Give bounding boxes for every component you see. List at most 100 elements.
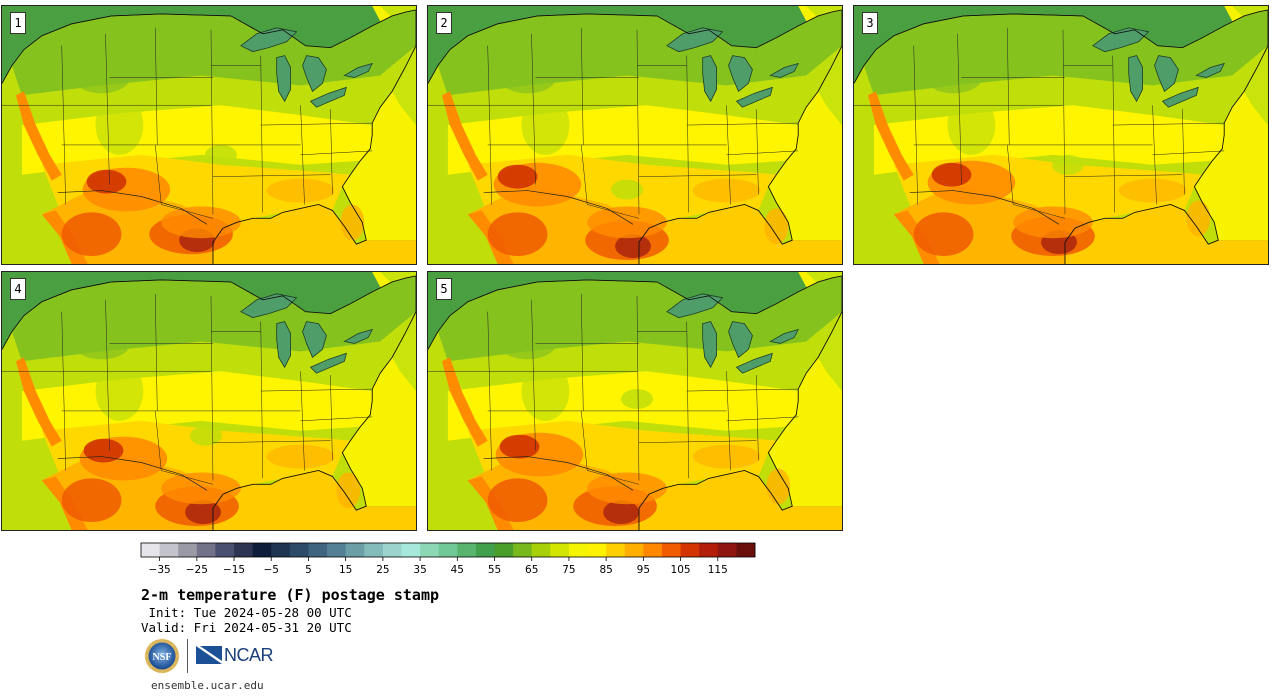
atlantic-ocean	[1194, 6, 1268, 241]
northern-rockies-cool	[71, 57, 132, 94]
gulf-of-mexico	[638, 470, 842, 530]
colorbar-swatch	[736, 543, 756, 557]
colorbar-tick-label: 75	[562, 564, 575, 576]
state-boundary	[260, 388, 373, 392]
colorbar-swatch	[661, 543, 681, 557]
state-boundary	[686, 388, 799, 392]
state-boundary	[1013, 204, 1066, 219]
colorbar-swatch	[234, 543, 254, 557]
colorbar-swatch	[587, 543, 607, 557]
gulf-coast-warm	[1118, 178, 1187, 203]
state-boundary	[686, 321, 689, 479]
temperature-map	[2, 6, 416, 264]
colorbar-tick-label: 5	[305, 564, 312, 576]
mexico-border	[57, 456, 208, 491]
great-lake	[728, 321, 753, 358]
state-boundary	[300, 416, 373, 422]
great-lake	[302, 321, 327, 358]
california-valley	[15, 91, 62, 181]
atlantic-ocean-north	[380, 272, 416, 392]
great-lake	[276, 321, 292, 369]
state-boundary	[210, 29, 214, 215]
coastline	[2, 9, 416, 264]
colorbar-swatch	[215, 543, 235, 557]
map-panel-5: 5	[427, 271, 843, 531]
colorbar-tick-label: 85	[599, 564, 612, 576]
cool-spot	[190, 425, 222, 446]
state-boundary	[638, 174, 757, 177]
panel-label: 2	[436, 12, 452, 34]
southwest-hot-core	[86, 169, 127, 194]
northern-rockies-cool	[497, 323, 558, 360]
gulf-of-mexico	[212, 204, 416, 264]
gulf-of-mexico	[638, 204, 842, 264]
nsf-logo-text: NSF	[153, 652, 172, 663]
atlantic-ocean-north	[1232, 6, 1268, 126]
colorbar-swatch	[643, 543, 663, 557]
temperature-colorbar: −35 −25 −15 −5 5 15 25 35 45 55 65 75 85 95 105 115	[140, 542, 756, 576]
florida-warm-core	[340, 204, 365, 241]
colorbar-tick-label: 35	[413, 564, 426, 576]
sierra-madre-warm	[913, 212, 974, 257]
temperature-map	[2, 272, 416, 530]
state-boundary	[581, 293, 584, 411]
sierra-madre-warm	[61, 478, 122, 523]
state-boundary	[638, 440, 757, 443]
temperature-map	[854, 6, 1268, 264]
florida-warm-core	[336, 472, 361, 509]
california-valley	[867, 91, 914, 181]
state-boundary	[756, 109, 759, 195]
colorbar-swatch	[680, 543, 700, 557]
colorbar-swatch	[401, 543, 421, 557]
colorbar-swatch	[159, 543, 179, 557]
southwest-hot-core	[83, 438, 124, 463]
state-boundary	[161, 204, 214, 219]
state-boundary	[581, 410, 588, 471]
gulf-coast-warm	[266, 444, 335, 469]
colorbar-swatch	[550, 543, 570, 557]
state-boundary	[155, 293, 158, 411]
great-lake	[769, 62, 799, 78]
great-lake	[735, 86, 773, 108]
state-boundary	[756, 375, 759, 461]
mexico-border	[909, 190, 1060, 225]
state-boundary	[260, 321, 263, 479]
colorbar-swatch	[178, 543, 198, 557]
colorbar-frame	[140, 542, 756, 558]
state-boundary	[330, 109, 333, 195]
state-boundary	[105, 299, 110, 451]
great-lake	[702, 321, 718, 369]
temperature-map	[428, 6, 842, 264]
state-boundary	[957, 33, 962, 185]
sierra-madre-warm	[61, 212, 122, 257]
coastline	[428, 9, 842, 264]
state-boundary	[726, 150, 799, 156]
sierra-madre-warm	[487, 212, 548, 257]
colorbar-swatch	[475, 543, 495, 557]
state-boundary	[260, 55, 263, 213]
southwest-hot-core	[497, 164, 538, 189]
nsf-logo-icon: NSF	[144, 638, 180, 674]
valid-time: Valid: Fri 2024-05-31 20 UTC	[141, 620, 352, 635]
texas-hot-core	[603, 500, 639, 525]
temperature-map	[428, 272, 842, 530]
panel-label: 3	[862, 12, 878, 34]
init-time: Init: Tue 2024-05-28 00 UTC	[141, 605, 352, 620]
colorbar-swatch	[327, 543, 347, 557]
great-lake	[735, 352, 773, 374]
state-boundary	[1064, 174, 1183, 177]
sierra-madre-warm	[487, 478, 548, 523]
california-valley	[441, 357, 488, 447]
chart-title: 2-m temperature (F) postage stamp	[141, 586, 440, 604]
rockies-cool	[521, 361, 570, 421]
texas-hot-core	[615, 234, 651, 259]
colorbar-tick-label: −5	[264, 564, 279, 576]
panel-label: 4	[10, 278, 26, 300]
great-lake	[1154, 55, 1179, 92]
state-boundary	[1007, 27, 1010, 145]
state-boundary	[1062, 29, 1066, 215]
state-boundary	[686, 122, 799, 126]
colorbar-tick-label: −15	[223, 564, 245, 576]
great-lake	[769, 328, 799, 344]
colorbar-swatch	[345, 543, 365, 557]
